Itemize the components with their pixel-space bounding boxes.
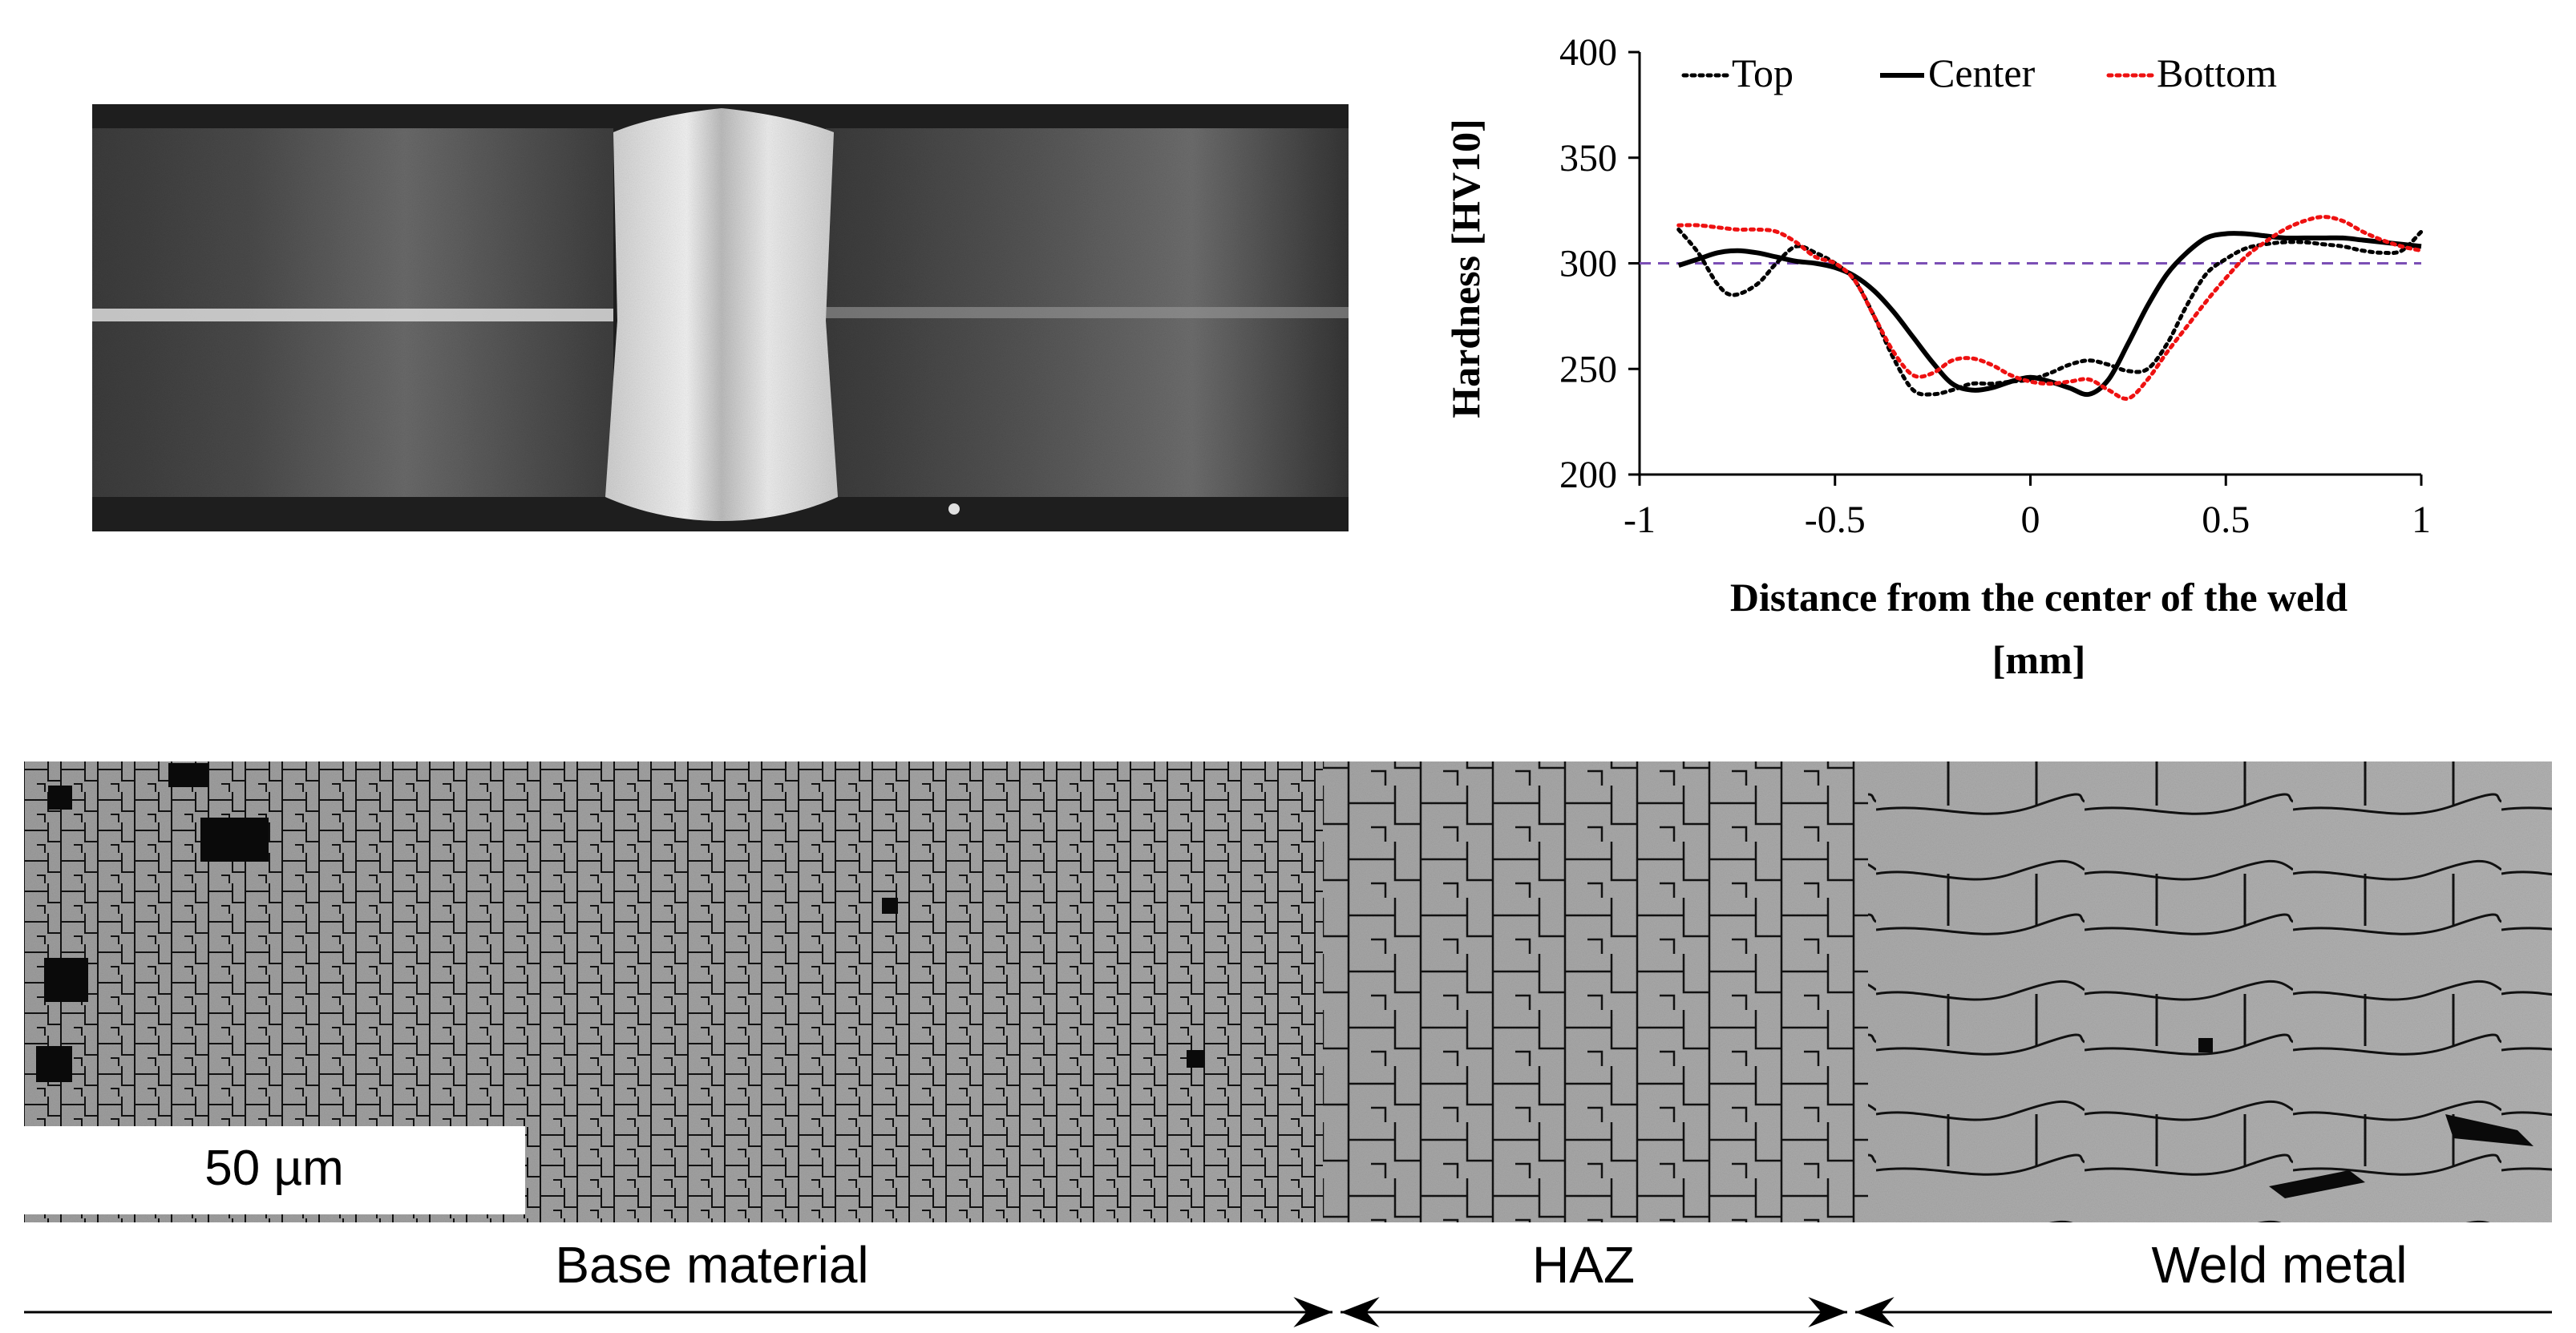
weld-fusion-zone <box>605 108 838 521</box>
weld-macrograph <box>92 104 1349 531</box>
series-line-center <box>1677 231 2422 398</box>
inclusion <box>882 898 898 914</box>
series-line-bottom <box>1676 215 2424 401</box>
inclusion <box>48 786 72 810</box>
inclusion <box>2269 1170 2365 1198</box>
scale-bar-label: 50 µm <box>204 1141 344 1196</box>
inclusion <box>1187 1050 1204 1068</box>
y-tick-label: 400 <box>1559 31 1617 74</box>
x-tick-label: 1 <box>2412 499 2431 541</box>
weld-metal-grains <box>1868 761 2552 1222</box>
inclusion <box>2198 1038 2213 1052</box>
x-tick-label: -1 <box>1624 499 1656 541</box>
y-tick-label: 300 <box>1559 243 1617 285</box>
legend-label-top: Top <box>1732 50 1793 95</box>
series-layer <box>1676 215 2424 401</box>
y-ticks: 200 250 300 350 400 <box>1559 31 1640 496</box>
inclusion <box>36 1046 72 1082</box>
inclusion <box>44 958 88 1002</box>
y-tick-label: 350 <box>1559 137 1617 180</box>
surface-spot <box>948 503 960 515</box>
inclusion <box>200 818 269 862</box>
plate-left-seam <box>92 309 613 321</box>
y-tick-label: 250 <box>1559 348 1617 390</box>
x-ticks: -1 -0.5 0 0.5 1 <box>1624 475 2431 541</box>
series-line-top <box>1676 227 2424 397</box>
legend-label-center: Center <box>1928 50 2036 95</box>
y-tick-label: 200 <box>1559 454 1617 496</box>
region-label-haz: HAZ <box>1532 1236 1635 1294</box>
dark-inclusions <box>36 763 2534 1198</box>
region-annotations: Base material HAZ Weld metal <box>24 1236 2552 1327</box>
x-axis-label-line2: [mm] <box>1992 637 2086 682</box>
x-axis-label-line1: Distance from the center of the weld <box>1730 575 2348 620</box>
x-tick-label: 0.5 <box>2202 499 2250 541</box>
inclusion <box>168 763 208 787</box>
region-label-weld-metal: Weld metal <box>2152 1236 2408 1294</box>
x-tick-label: 0 <box>2021 499 2040 541</box>
chart-legend: Top Center Bottom <box>1681 50 2277 95</box>
inclusion <box>2445 1114 2534 1146</box>
haz-grains <box>1323 761 1868 1222</box>
hardness-chart: -1 -0.5 0 0.5 1 200 250 300 350 400 Top Center Bot… <box>1443 31 2431 682</box>
y-axis-label: Hardness [HV10] <box>1443 119 1488 418</box>
plate-right-seam <box>826 307 1349 318</box>
legend-label-bottom: Bottom <box>2157 50 2277 95</box>
scale-bar-box <box>24 1126 525 1214</box>
ebsd-grain-map: 50 µm <box>24 761 2552 1222</box>
region-label-base-material: Base material <box>555 1236 868 1294</box>
x-tick-label: -0.5 <box>1805 499 1866 541</box>
